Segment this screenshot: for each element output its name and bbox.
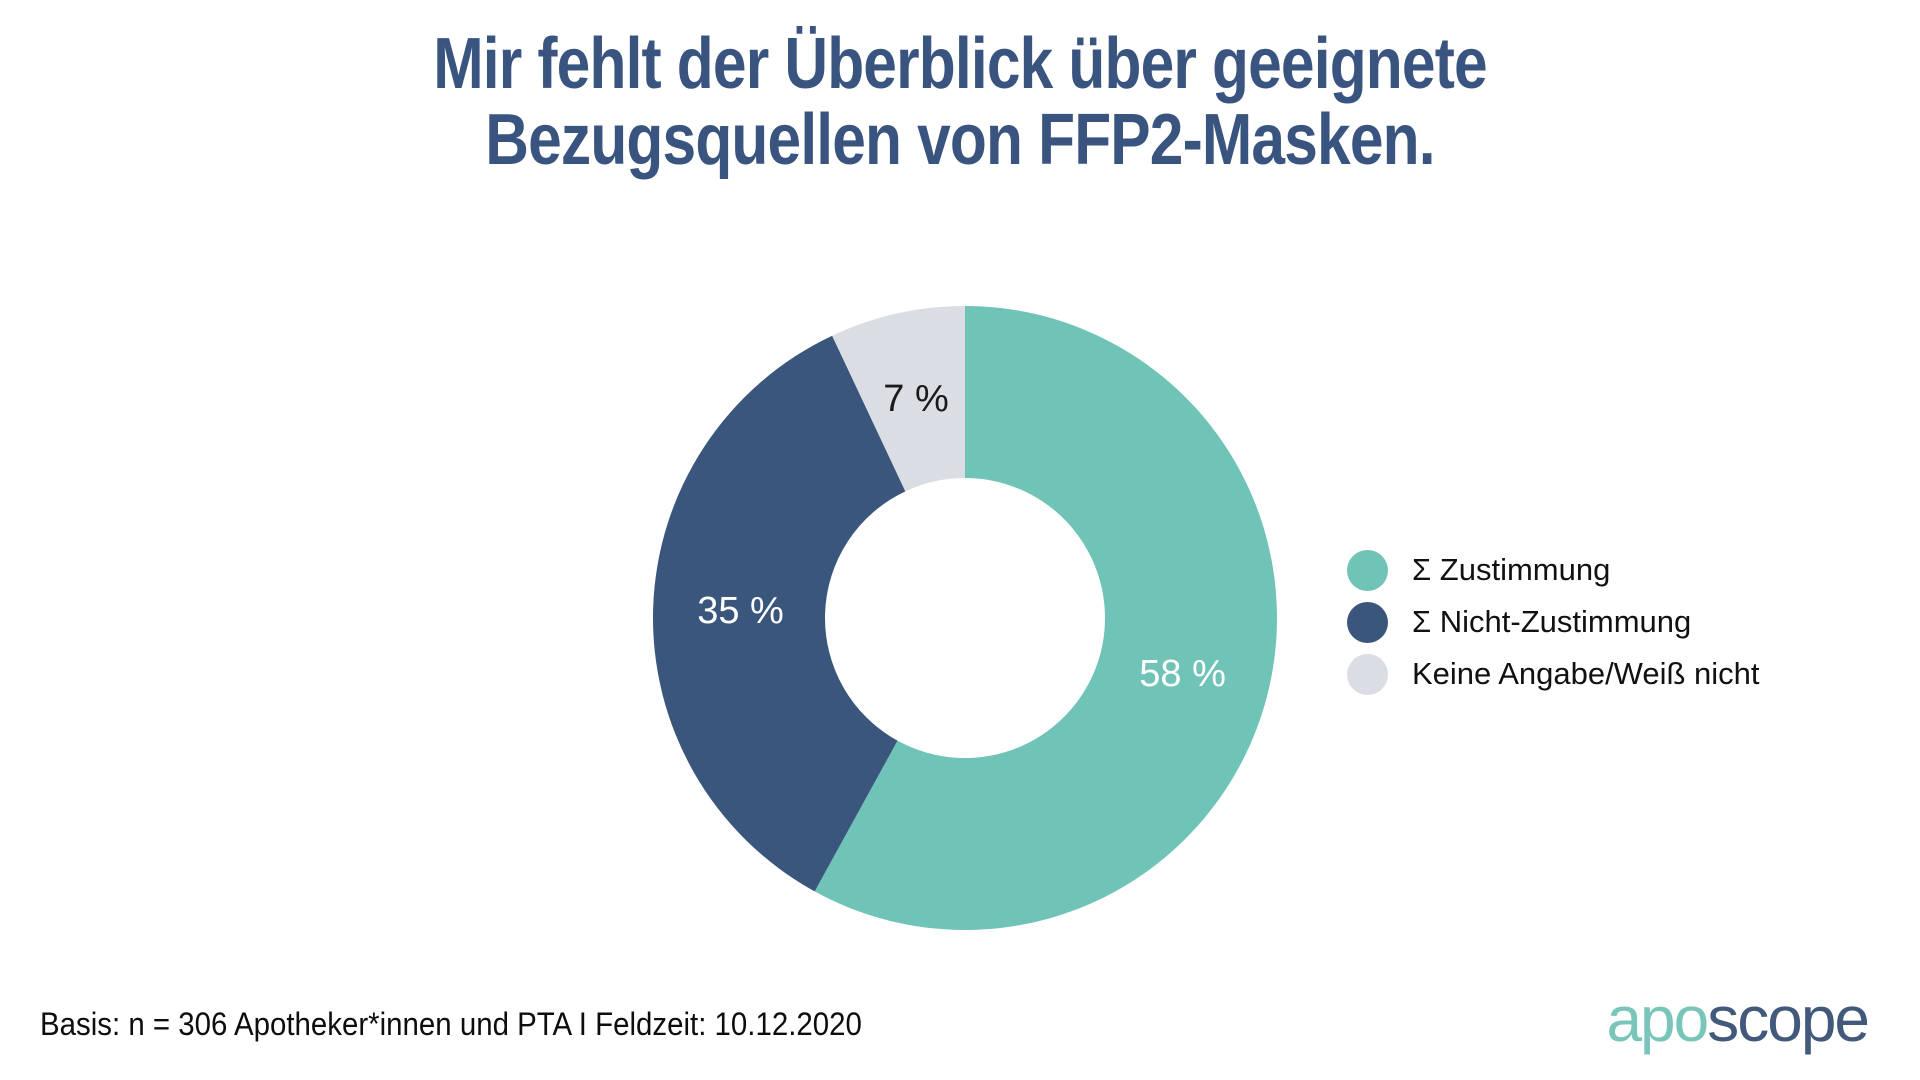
legend-marker-nicht-zustimmung	[1347, 601, 1388, 643]
donut-chart-svg: 58 % 35 % 7 %	[652, 306, 1277, 930]
donut-slice-keine-angabe	[832, 306, 965, 492]
slice-value-label-nicht-zustimmung: 35 %	[697, 590, 784, 632]
legend-item-keine-angabe: Keine Angabe/Weiß nicht	[1347, 648, 1760, 700]
donut-slice-nicht-zustimmung	[652, 335, 906, 892]
slice-value-label-keine-angabe: 7 %	[883, 378, 948, 420]
aposcope-logo-apo: apo	[1606, 983, 1709, 1055]
chart-legend: Σ Zustimmung Σ Nicht-Zustimmung Keine An…	[1347, 544, 1760, 700]
basis-note: Basis: n = 306 Apotheker*innen und PTA I…	[40, 1006, 862, 1042]
donut-chart: 58 % 35 % 7 %	[650, 303, 1280, 933]
chart-title-line1: Mir fehlt der Überblick über geeignete	[433, 24, 1487, 104]
legend-item-nicht-zustimmung: Σ Nicht-Zustimmung	[1347, 596, 1760, 648]
legend-item-zustimmung: Σ Zustimmung	[1347, 544, 1760, 596]
legend-marker-zustimmung	[1347, 549, 1388, 591]
aposcope-logo: aposcope	[1606, 982, 1870, 1056]
legend-label-nicht-zustimmung: Σ Nicht-Zustimmung	[1412, 604, 1692, 639]
chart-title: Mir fehlt der Überblick über geeignete B…	[154, 26, 1767, 179]
aposcope-logo-scope: scope	[1707, 983, 1870, 1055]
chart-title-line2: Bezugsquellen von FFP2-Masken.	[485, 100, 1435, 181]
slice-value-label-zustimmung: 58 %	[1139, 653, 1226, 695]
legend-label-zustimmung: Σ Zustimmung	[1412, 552, 1611, 587]
legend-marker-keine-angabe	[1347, 653, 1388, 695]
legend-label-keine-angabe: Keine Angabe/Weiß nicht	[1412, 656, 1760, 691]
donut-slice-zustimmung	[814, 306, 1277, 930]
